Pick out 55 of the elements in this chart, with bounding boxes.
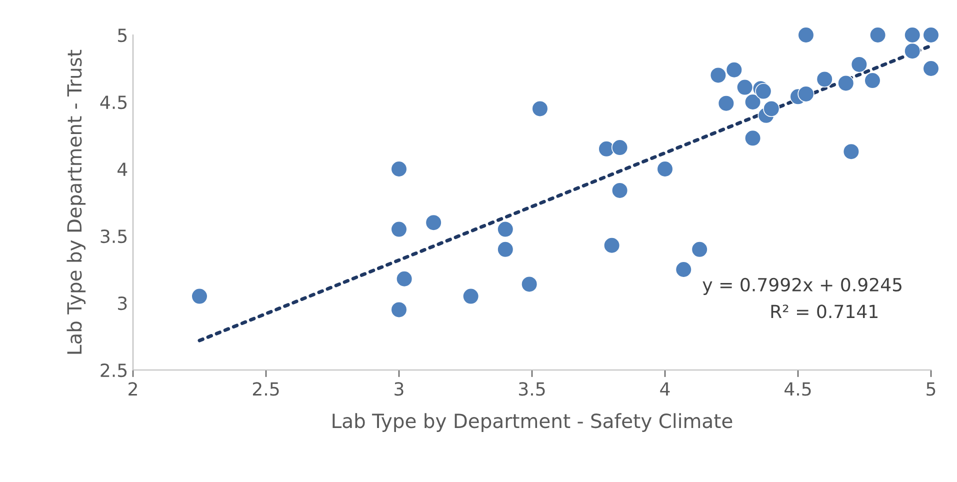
point <box>532 100 548 118</box>
point <box>718 95 735 112</box>
y-tick-label: 3.5 <box>100 229 127 244</box>
point <box>904 42 921 60</box>
point <box>390 301 408 318</box>
point <box>390 160 408 178</box>
x-tick-label: 3 <box>394 382 404 396</box>
point <box>675 261 692 278</box>
point <box>691 241 708 258</box>
point <box>744 130 762 147</box>
y-axis-title: Lab Type by Department - Trust <box>66 50 86 354</box>
point <box>603 237 620 254</box>
x-tick-label: 2.5 <box>252 382 279 396</box>
point <box>842 143 860 160</box>
point <box>869 26 886 44</box>
annotation: y = 0.7992x + 0.9245 <box>702 278 902 295</box>
x-axis-title: Lab Type by Department - Safety Climate <box>332 413 732 432</box>
y-tick-label: 4 <box>118 162 128 176</box>
point <box>462 288 480 305</box>
annotation: R² = 0.7141 <box>771 304 878 318</box>
x-tick-label: 5 <box>926 382 936 396</box>
point <box>736 78 754 96</box>
point <box>816 70 833 88</box>
y-tick-label: 2.5 <box>100 363 127 378</box>
point <box>611 139 628 156</box>
x-tick-label: 4.5 <box>784 382 811 396</box>
x-tick-label: 3.5 <box>519 382 545 396</box>
point <box>598 140 615 158</box>
point <box>390 220 408 238</box>
point <box>922 60 940 77</box>
y-tick-label: 3 <box>118 296 127 310</box>
point <box>864 72 881 89</box>
x-tick-label: 4 <box>660 382 670 396</box>
point <box>497 241 514 258</box>
x-tick-label: 2 <box>128 382 137 396</box>
point <box>521 276 538 293</box>
point <box>798 26 814 44</box>
point <box>396 270 413 288</box>
y-tick-label: 4.5 <box>100 96 127 110</box>
point <box>611 182 628 199</box>
point <box>710 66 727 84</box>
point <box>755 82 772 100</box>
point <box>656 160 674 178</box>
point <box>191 288 208 305</box>
point <box>838 74 854 92</box>
point <box>904 26 921 44</box>
y-tick-label: 5 <box>118 28 127 42</box>
point <box>744 94 762 110</box>
point <box>425 214 442 231</box>
point <box>497 220 514 238</box>
point <box>850 56 868 73</box>
point <box>922 26 940 44</box>
point <box>726 62 742 78</box>
point <box>798 86 814 102</box>
point <box>763 100 780 118</box>
